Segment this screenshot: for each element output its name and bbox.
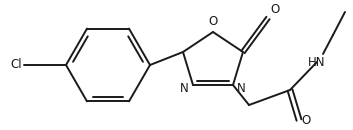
Text: Cl: Cl xyxy=(10,58,22,72)
Text: N: N xyxy=(237,82,246,95)
Text: HN: HN xyxy=(308,56,326,69)
Text: O: O xyxy=(301,113,310,126)
Text: O: O xyxy=(270,3,279,16)
Text: O: O xyxy=(208,15,218,28)
Text: N: N xyxy=(180,82,189,95)
